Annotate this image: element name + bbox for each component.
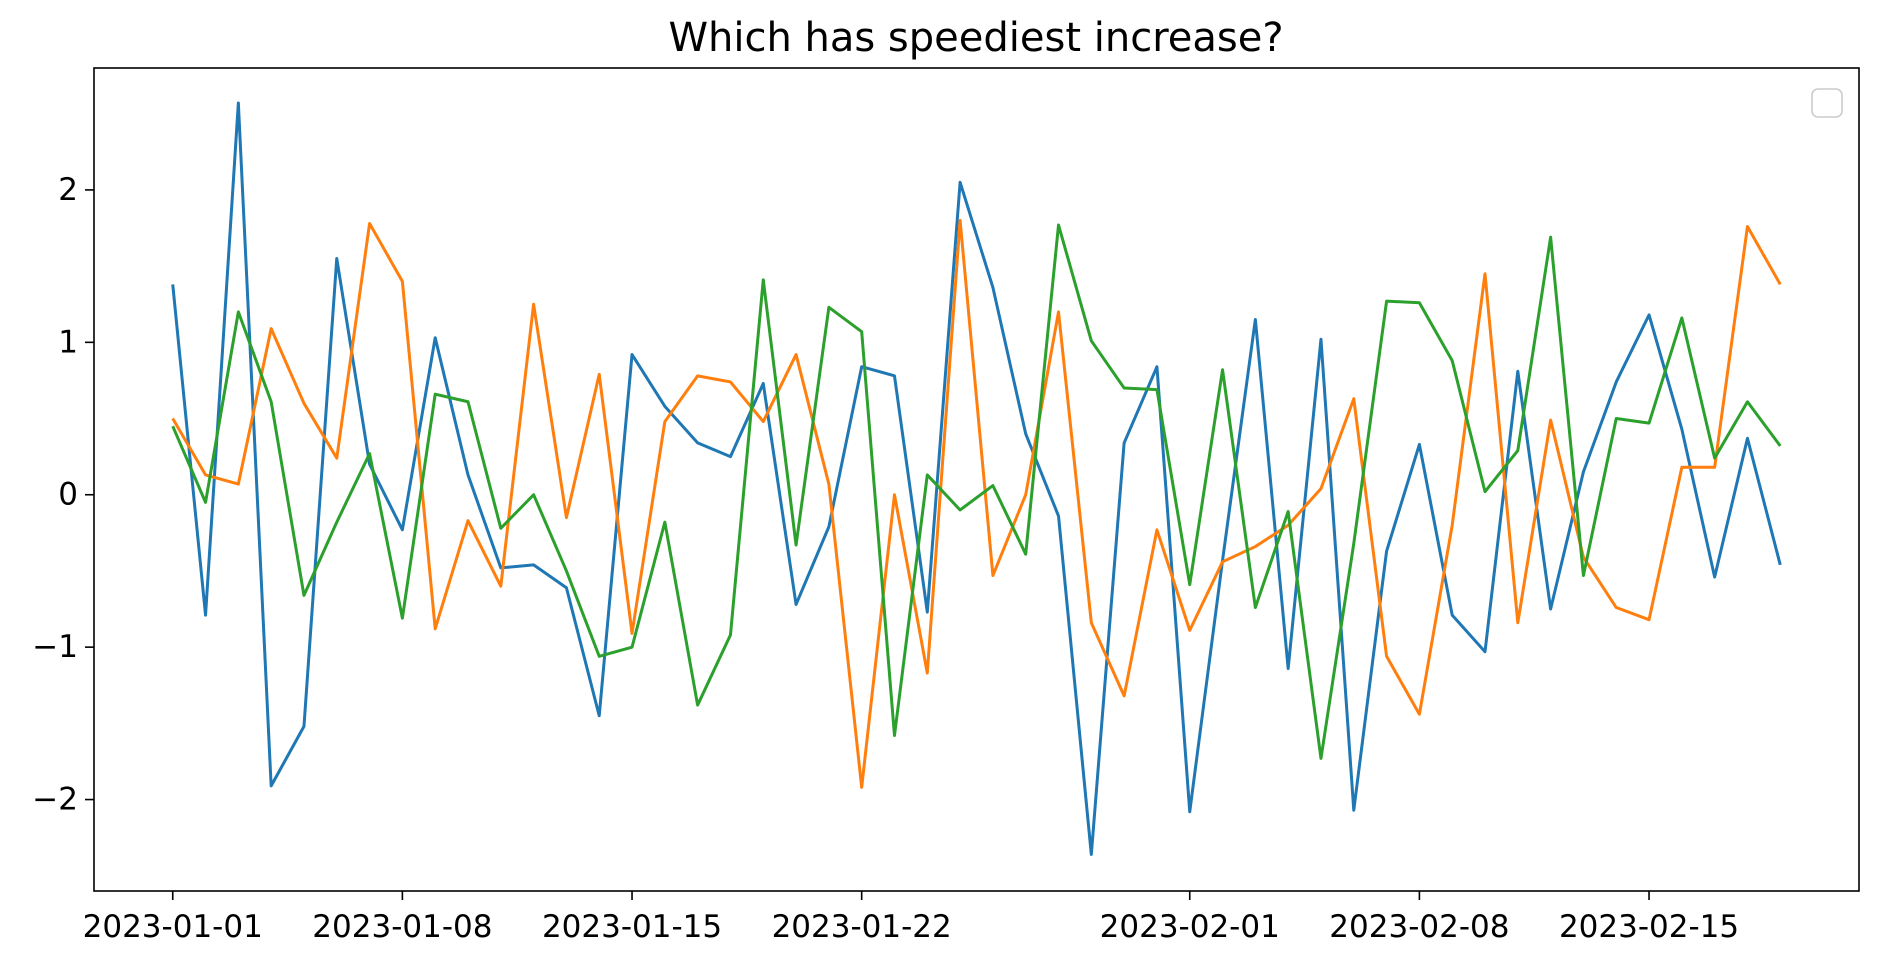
y-tick-label: −2: [32, 782, 78, 818]
legend-box: [1812, 89, 1842, 117]
chart-title: Which has speediest increase?: [668, 15, 1283, 61]
y-tick-label: 2: [58, 172, 78, 208]
x-tick-label: 2023-02-01: [1100, 909, 1280, 945]
x-tick-label: 2023-02-15: [1559, 909, 1739, 945]
y-tick-label: 1: [58, 324, 78, 360]
x-tick-label: 2023-02-08: [1329, 909, 1509, 945]
x-tick-label: 2023-01-08: [312, 909, 492, 945]
x-tick-label: 2023-01-15: [542, 909, 722, 945]
y-tick-label: −1: [32, 629, 78, 665]
y-tick-label: 0: [58, 477, 78, 513]
x-tick-label: 2023-01-01: [83, 909, 263, 945]
x-tick-label: 2023-01-22: [772, 909, 952, 945]
